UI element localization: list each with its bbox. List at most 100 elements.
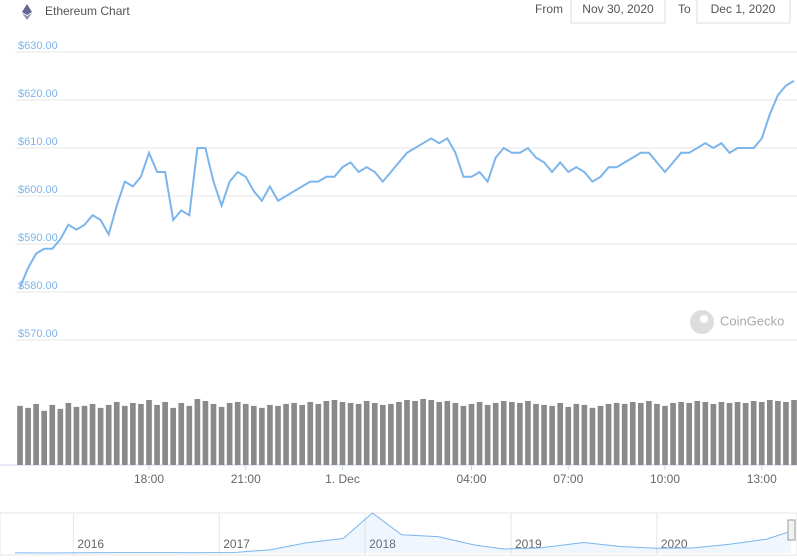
volume-bar — [541, 404, 547, 465]
from-input[interactable] — [570, 0, 666, 24]
volume-bar — [637, 402, 644, 465]
volume-bar — [388, 403, 394, 465]
volume-bar — [420, 399, 426, 465]
y-tick-label: $600.00 — [18, 184, 58, 196]
volume-bar — [621, 403, 628, 465]
volume-bar — [500, 400, 507, 465]
volume-bar — [97, 407, 104, 465]
navigator-label: 2016 — [77, 537, 104, 551]
watermark — [690, 310, 714, 334]
to-value[interactable]: Dec 1, 2020 — [711, 2, 776, 16]
x-tick-label: 21:00 — [231, 472, 261, 486]
navigator-area — [15, 513, 792, 553]
volume-bar — [452, 402, 459, 465]
eth-icon — [22, 4, 32, 20]
volume-bar — [57, 408, 64, 465]
volume-bar — [379, 404, 386, 465]
volume-bar — [226, 402, 233, 465]
volume-bar — [146, 399, 152, 465]
volume-bar — [162, 401, 168, 465]
volume-bar — [339, 401, 346, 465]
navigator-label: 2017 — [223, 537, 250, 551]
volume-bar — [525, 400, 531, 465]
volume-bar — [726, 402, 733, 465]
volume-bar — [347, 402, 354, 465]
x-tick-label: 18:00 — [134, 472, 164, 486]
volume-bar — [291, 402, 297, 465]
volume-bar — [396, 401, 402, 465]
volume-bar — [605, 403, 612, 465]
volume-bar — [267, 404, 273, 465]
volume-bar — [404, 399, 410, 465]
volume-bar — [218, 406, 225, 465]
volume-bar — [121, 405, 128, 465]
x-tick-label: 04:00 — [456, 472, 486, 486]
volume-bar — [412, 400, 418, 465]
volume-bar — [81, 405, 88, 465]
volume-bar — [331, 399, 338, 465]
volume-bar — [783, 401, 789, 465]
y-tick-label: $570.00 — [18, 328, 58, 340]
y-tick-label: $620.00 — [18, 88, 58, 100]
volume-bar — [589, 407, 596, 465]
volume-bar — [154, 404, 160, 465]
volume-bar — [557, 402, 564, 465]
volume-bar — [242, 403, 249, 465]
volume-bar — [758, 401, 765, 465]
volume-bar — [113, 401, 120, 465]
volume-bar — [629, 401, 636, 465]
y-tick-label: $610.00 — [18, 136, 58, 148]
x-tick-label: 1. Dec — [325, 472, 360, 486]
from-label: From — [535, 2, 563, 16]
to-label: To — [678, 2, 691, 16]
navigator-handle[interactable] — [787, 519, 796, 541]
volume-bar — [533, 403, 539, 465]
volume-bar — [315, 403, 322, 465]
volume-bar — [275, 405, 281, 465]
volume-bar — [186, 405, 193, 465]
volume-bar — [194, 399, 201, 465]
volume-bar — [597, 405, 604, 465]
volume-bar — [428, 399, 435, 465]
volume-bar — [41, 410, 48, 465]
volume-bar — [49, 404, 56, 465]
volume-bar — [670, 402, 676, 465]
volume-bar — [25, 407, 31, 465]
volume-bar — [17, 405, 23, 465]
volume-bar — [791, 399, 797, 465]
volume-bar — [565, 406, 572, 465]
volume-bar — [73, 406, 80, 465]
volume-bar — [33, 403, 39, 465]
navigator-label: 2018 — [369, 537, 396, 551]
chart-title: Ethereum Chart — [45, 4, 130, 18]
volume-bar — [613, 402, 620, 465]
volume-bar — [654, 403, 660, 465]
volume-bar — [750, 400, 757, 465]
volume-bar — [742, 402, 749, 465]
volume-bar — [355, 403, 362, 465]
volume-bar — [170, 407, 177, 465]
volume-bar — [130, 402, 136, 465]
volume-bar — [517, 402, 523, 465]
volume-bar — [710, 403, 717, 465]
volume-bar — [508, 401, 515, 465]
volume-bar — [734, 401, 741, 465]
volume-bar — [678, 401, 684, 465]
watermark-text: CoinGecko — [720, 313, 784, 328]
volume-bar — [307, 401, 314, 465]
volume-bar — [484, 404, 491, 465]
volume-bar — [573, 403, 580, 465]
volume-bar — [662, 405, 668, 465]
navigator-line — [14, 512, 792, 554]
y-tick-label: $630.00 — [18, 40, 58, 52]
volume-bar — [299, 404, 306, 465]
to-input[interactable] — [696, 0, 791, 24]
volume-bar — [323, 400, 330, 465]
volume-bar — [694, 400, 701, 465]
x-tick-label: 13:00 — [747, 472, 777, 486]
x-tick-label: 07:00 — [553, 472, 583, 486]
from-value[interactable]: Nov 30, 2020 — [582, 2, 654, 16]
volume-bar — [65, 402, 72, 465]
